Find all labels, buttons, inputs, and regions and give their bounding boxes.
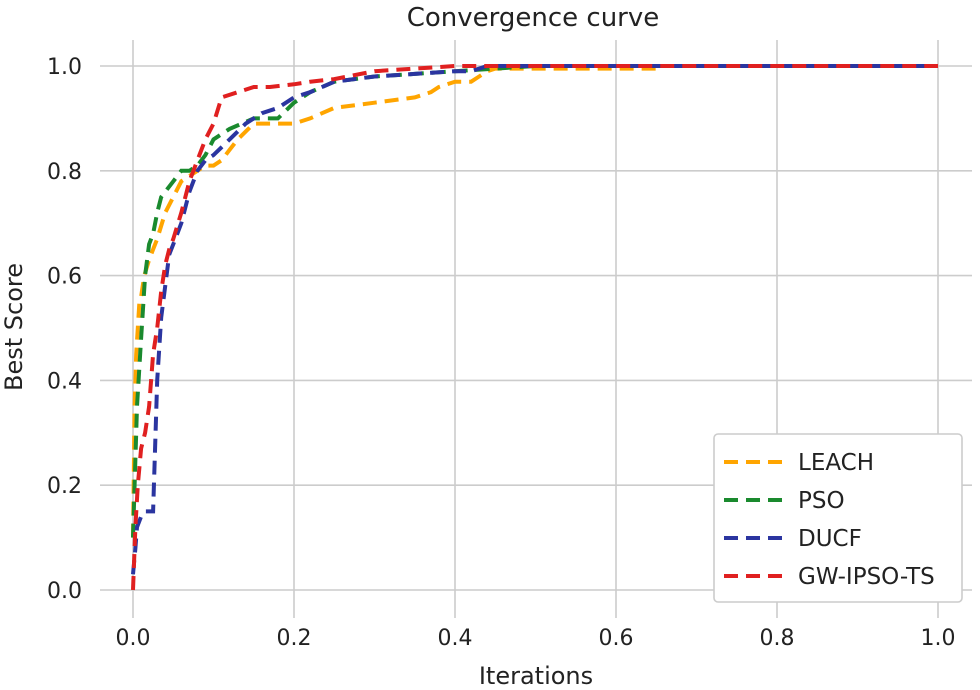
- series-line-ducf: [131, 64, 938, 575]
- series-line-gw-ipso-ts: [131, 64, 938, 591]
- y-tick-label: 0.2: [47, 474, 82, 499]
- x-tick-label: 0.2: [277, 626, 312, 651]
- series-line-leach: [131, 66, 657, 538]
- legend-label-leach: LEACH: [798, 450, 874, 476]
- legend-label-pso: PSO: [798, 488, 845, 514]
- legend-label-ducf: DUCF: [798, 526, 862, 552]
- x-tick-label: 0.6: [599, 626, 634, 651]
- legend: LEACH PSO DUCF GW-IPSO-TS: [713, 433, 963, 603]
- y-tick-label: 0.0: [47, 579, 82, 604]
- x-tick-label: 0.8: [760, 626, 795, 651]
- x-tick-label: 0.0: [116, 626, 151, 651]
- legend-label-gw-ipso-ts: GW-IPSO-TS: [798, 564, 935, 590]
- chart-title: Convergence curve: [407, 3, 660, 33]
- y-tick-label: 0.6: [47, 265, 82, 290]
- grid: [100, 40, 972, 618]
- y-tick-label: 0.4: [47, 369, 82, 394]
- series-line-pso: [131, 64, 938, 538]
- series-lines: [131, 64, 938, 591]
- x-tick-label: 0.4: [438, 626, 473, 651]
- x-axis-label: Iterations: [479, 662, 593, 690]
- y-tick-label: 1.0: [47, 55, 82, 80]
- legend-box: [713, 433, 963, 603]
- y-axis-label: Best Score: [0, 263, 28, 391]
- tick-labels: 0.0 0.2 0.4 0.6 0.8 1.0 0.0 0.2 0.4 0.6 0.8 1.0: [47, 55, 956, 651]
- y-tick-label: 0.8: [47, 160, 82, 185]
- x-tick-label: 1.0: [921, 626, 956, 651]
